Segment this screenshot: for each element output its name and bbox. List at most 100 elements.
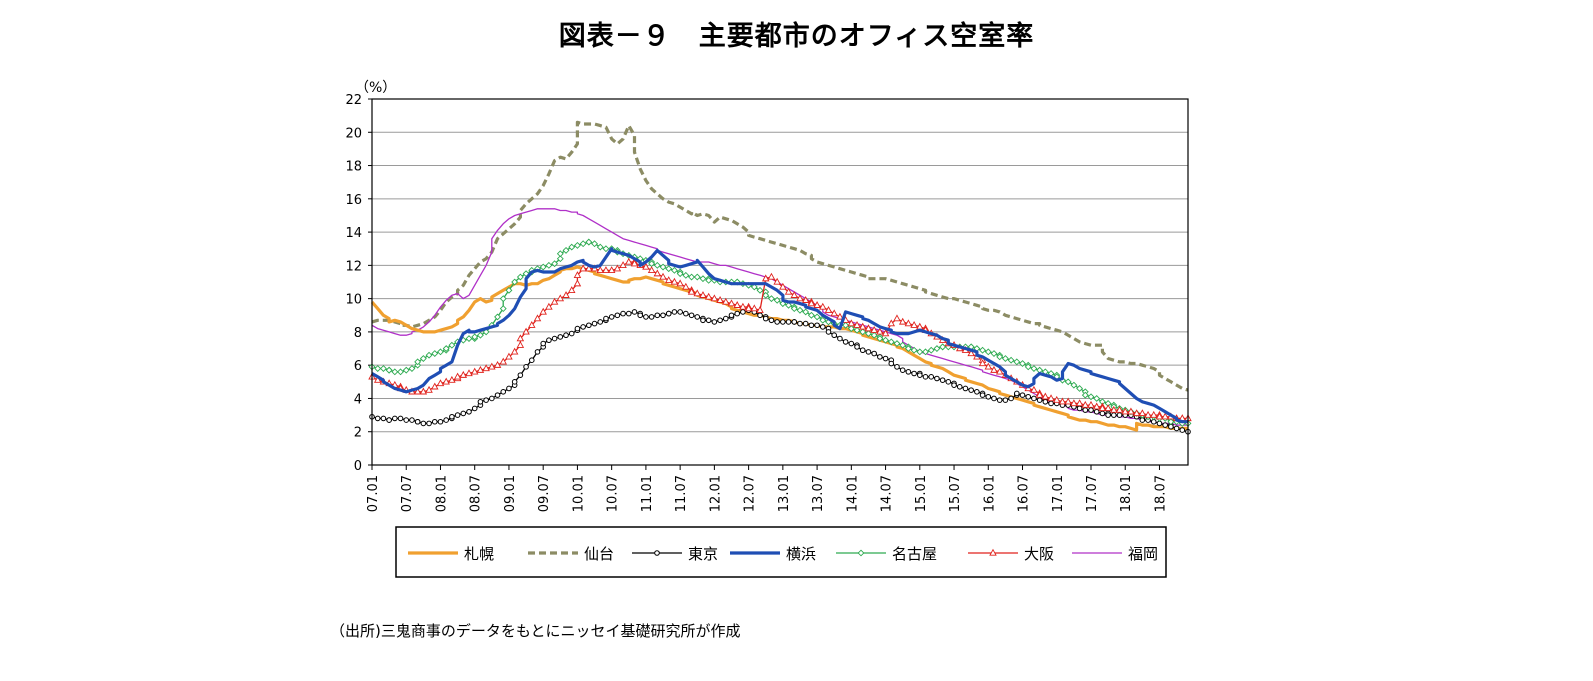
point-marker — [802, 320, 809, 327]
point-marker — [1144, 410, 1152, 418]
point-marker — [551, 335, 558, 342]
point-marker — [1087, 393, 1095, 401]
point-marker — [682, 282, 690, 290]
point-marker — [557, 334, 564, 340]
point-marker — [596, 243, 604, 251]
point-marker — [876, 327, 884, 335]
point-marker — [420, 420, 427, 427]
point-marker — [442, 345, 450, 352]
point-marker — [488, 362, 496, 370]
point-marker — [887, 338, 895, 346]
point-marker — [437, 348, 444, 356]
point-marker — [888, 360, 895, 367]
point-marker — [483, 397, 489, 403]
point-marker — [408, 365, 416, 372]
y-tick-label: 8 — [354, 326, 362, 341]
y-tick-label: 18 — [345, 160, 362, 175]
point-marker — [1155, 412, 1164, 420]
point-marker — [511, 379, 518, 385]
point-marker — [807, 299, 816, 307]
point-marker — [671, 309, 678, 315]
grid-lines — [372, 131, 1188, 433]
point-marker — [750, 283, 758, 291]
point-marker — [522, 327, 530, 335]
point-marker — [493, 360, 502, 368]
point-marker — [848, 340, 855, 347]
legend-label: 大阪 — [1024, 545, 1054, 563]
point-marker — [893, 314, 901, 322]
point-marker — [1111, 412, 1117, 418]
point-marker — [539, 263, 547, 271]
series-line — [370, 265, 1188, 432]
point-marker — [1048, 400, 1054, 407]
point-marker — [727, 299, 736, 307]
point-marker — [853, 326, 861, 334]
point-marker — [865, 349, 872, 355]
point-marker — [573, 241, 581, 249]
point-marker — [517, 372, 524, 378]
point-marker — [796, 306, 804, 314]
x-tick-label: 14.07 — [880, 475, 895, 512]
point-marker — [414, 358, 422, 366]
point-marker — [443, 417, 449, 423]
x-axis: 07.01 07.07 08.01 08.07 09.01 09.07 10.01 10.07… — [366, 465, 1168, 512]
point-marker — [476, 365, 485, 373]
point-marker — [562, 291, 570, 298]
point-marker — [448, 341, 456, 349]
point-marker — [494, 313, 501, 321]
point-marker — [819, 316, 827, 324]
point-marker — [904, 345, 912, 352]
y-tick-label: 10 — [345, 293, 362, 308]
point-marker — [419, 387, 428, 395]
point-marker — [625, 310, 632, 317]
point-marker — [1082, 407, 1089, 413]
point-marker — [978, 359, 987, 367]
point-marker — [465, 335, 473, 343]
point-marker — [704, 292, 713, 300]
point-marker — [710, 294, 719, 302]
point-marker — [676, 270, 684, 278]
point-marker — [614, 312, 621, 319]
x-tick-label: 09.07 — [537, 475, 552, 512]
point-marker — [734, 310, 741, 317]
point-marker — [905, 369, 912, 375]
point-marker — [1161, 412, 1169, 420]
point-marker — [813, 313, 821, 321]
point-marker — [722, 297, 730, 305]
point-marker — [379, 365, 387, 372]
point-marker — [1019, 392, 1026, 398]
point-marker — [688, 312, 695, 319]
x-tick-label: 18.07 — [1153, 475, 1168, 512]
point-marker — [910, 321, 918, 328]
point-marker — [808, 322, 815, 329]
point-marker — [773, 277, 781, 285]
point-marker — [482, 364, 490, 372]
y-tick-label: 12 — [345, 259, 362, 274]
point-marker — [470, 367, 479, 375]
point-marker — [476, 331, 484, 339]
point-marker — [642, 262, 650, 270]
point-marker — [813, 301, 821, 308]
point-marker — [761, 274, 770, 282]
y-tick-label: 20 — [345, 126, 362, 141]
point-marker — [682, 271, 690, 279]
point-marker — [1127, 407, 1135, 415]
point-marker — [739, 302, 747, 310]
point-marker — [831, 332, 838, 339]
point-marker — [1041, 392, 1050, 400]
point-marker — [1052, 395, 1061, 403]
point-marker — [785, 301, 792, 309]
point-marker — [717, 317, 723, 324]
point-marker — [602, 245, 610, 253]
point-marker — [562, 246, 570, 254]
point-marker — [744, 304, 753, 312]
point-marker — [539, 307, 547, 315]
point-marker — [989, 548, 997, 556]
point-marker — [625, 257, 633, 265]
point-marker — [528, 321, 536, 328]
point-marker — [814, 322, 820, 329]
point-marker — [442, 377, 450, 385]
point-marker — [1070, 399, 1078, 407]
point-marker — [847, 325, 855, 333]
point-marker — [511, 278, 519, 286]
